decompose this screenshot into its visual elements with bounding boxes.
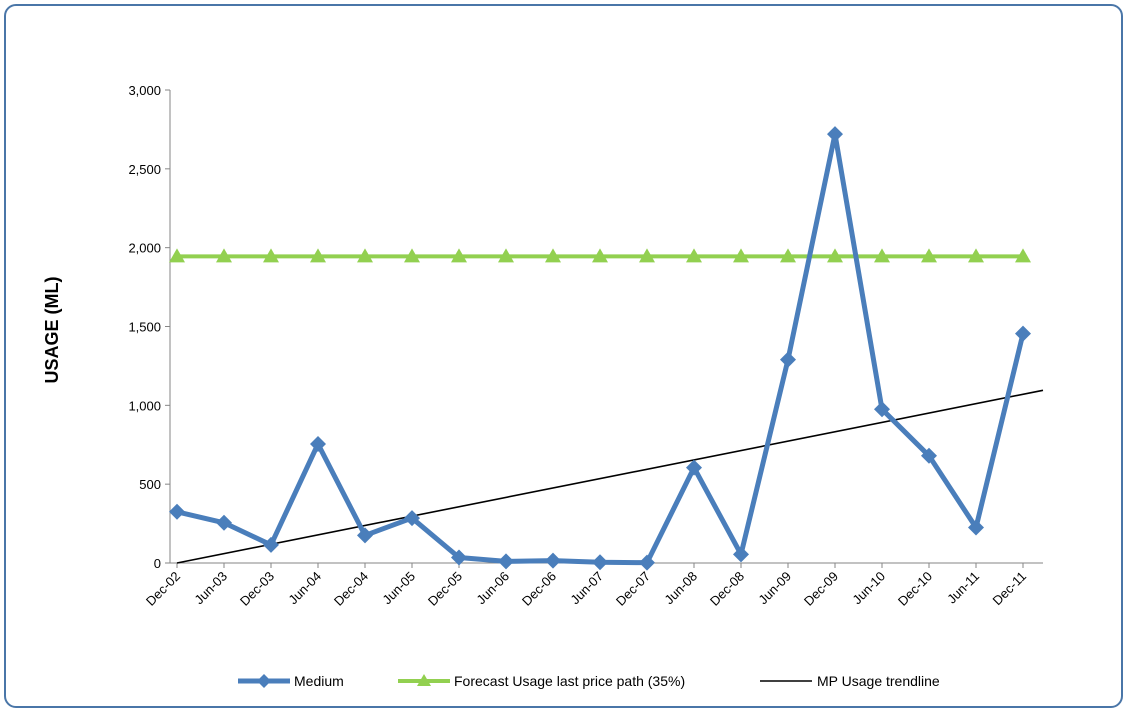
- medium-point: [592, 554, 608, 571]
- forecast-point: [498, 248, 514, 263]
- forecast-point: [310, 248, 326, 263]
- legend-forecast-marker: [417, 674, 431, 686]
- medium-point: [169, 503, 185, 520]
- x-tick-label: Dec-11: [990, 569, 1030, 609]
- y-tick-label: 1,500: [128, 320, 161, 335]
- forecast-point: [216, 248, 232, 263]
- medium-point: [780, 351, 796, 368]
- x-tick-label: Jun-04: [285, 569, 324, 608]
- medium-point: [874, 401, 890, 418]
- medium-point: [1015, 325, 1031, 342]
- x-tick-label: Dec-07: [613, 569, 653, 609]
- legend-medium-label: Medium: [294, 673, 344, 689]
- forecast-point: [169, 248, 185, 263]
- x-tick-label: Dec-08: [707, 569, 747, 609]
- medium-point: [451, 549, 467, 566]
- series-medium-line: [176, 131, 1026, 566]
- forecast-point: [451, 248, 467, 263]
- trendline: [176, 389, 1044, 564]
- medium-point: [216, 514, 232, 531]
- x-tick-label: Dec-10: [895, 569, 935, 609]
- medium-point: [357, 527, 373, 544]
- legend-medium-marker: [257, 674, 271, 688]
- legend: Medium Forecast Usage last price path (35…: [238, 673, 940, 689]
- x-tick-label: Jun-05: [379, 569, 418, 608]
- medium-point: [968, 519, 984, 536]
- x-tick-label: Jun-10: [849, 569, 888, 608]
- medium-point: [310, 435, 326, 452]
- medium-point: [404, 510, 420, 527]
- plot-area: [169, 126, 1044, 571]
- y-tick-label: 2,500: [128, 162, 161, 177]
- x-tick-label: Dec-09: [801, 569, 841, 609]
- x-tick-label: Jun-08: [661, 569, 700, 608]
- forecast-point: [780, 248, 796, 263]
- chart-frame: [4, 4, 1123, 708]
- y-axis-label: USAGE (ML): [42, 277, 62, 384]
- x-tick-label: Dec-06: [519, 569, 559, 609]
- forecast-point: [263, 248, 279, 263]
- medium-point: [921, 447, 937, 464]
- x-tick-label: Jun-03: [191, 569, 230, 608]
- forecast-point: [874, 248, 890, 263]
- x-tick-label: Dec-03: [237, 569, 277, 609]
- forecast-point: [921, 248, 937, 263]
- x-tick-label: Dec-02: [143, 569, 183, 609]
- forecast-point: [545, 248, 561, 263]
- y-tick-label: 3,000: [128, 83, 161, 98]
- medium-point: [827, 126, 843, 143]
- legend-forecast-label: Forecast Usage last price path (35%): [454, 673, 685, 689]
- medium-point: [545, 552, 561, 569]
- forecast-point: [404, 248, 420, 263]
- x-tick-label: Jun-07: [567, 569, 606, 608]
- forecast-point: [968, 248, 984, 263]
- medium-point: [733, 546, 749, 563]
- forecast-point: [686, 248, 702, 263]
- forecast-point: [357, 248, 373, 263]
- y-tick-label: 500: [139, 477, 161, 492]
- x-tick-label: Jun-11: [944, 569, 982, 607]
- x-tick-label: Dec-04: [331, 569, 371, 609]
- medium-point: [639, 554, 655, 571]
- forecast-point: [1015, 248, 1031, 263]
- x-tick-label: Dec-05: [425, 569, 465, 609]
- forecast-point: [592, 248, 608, 263]
- forecast-point: [639, 248, 655, 263]
- medium-point: [263, 536, 279, 553]
- y-tick-label: 2,000: [128, 241, 161, 256]
- legend-trendline-label: MP Usage trendline: [817, 673, 940, 689]
- y-tick-label: 0: [154, 556, 161, 571]
- x-tick-label: Jun-09: [755, 569, 794, 608]
- y-tick-label: 1,000: [128, 398, 161, 413]
- forecast-point: [827, 248, 843, 263]
- forecast-point: [733, 248, 749, 263]
- medium-point: [686, 459, 702, 476]
- medium-point: [498, 553, 514, 570]
- x-tick-label: Jun-06: [473, 569, 512, 608]
